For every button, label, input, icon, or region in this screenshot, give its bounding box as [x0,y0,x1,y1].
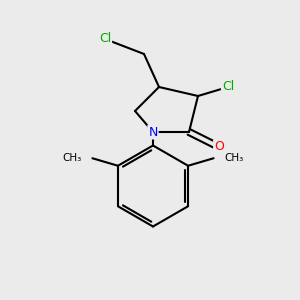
Text: N: N [148,125,158,139]
Text: Cl: Cl [222,80,234,94]
Text: Cl: Cl [99,32,111,46]
Text: O: O [214,140,224,154]
Text: CH₃: CH₃ [224,153,243,163]
Text: CH₃: CH₃ [63,153,82,163]
